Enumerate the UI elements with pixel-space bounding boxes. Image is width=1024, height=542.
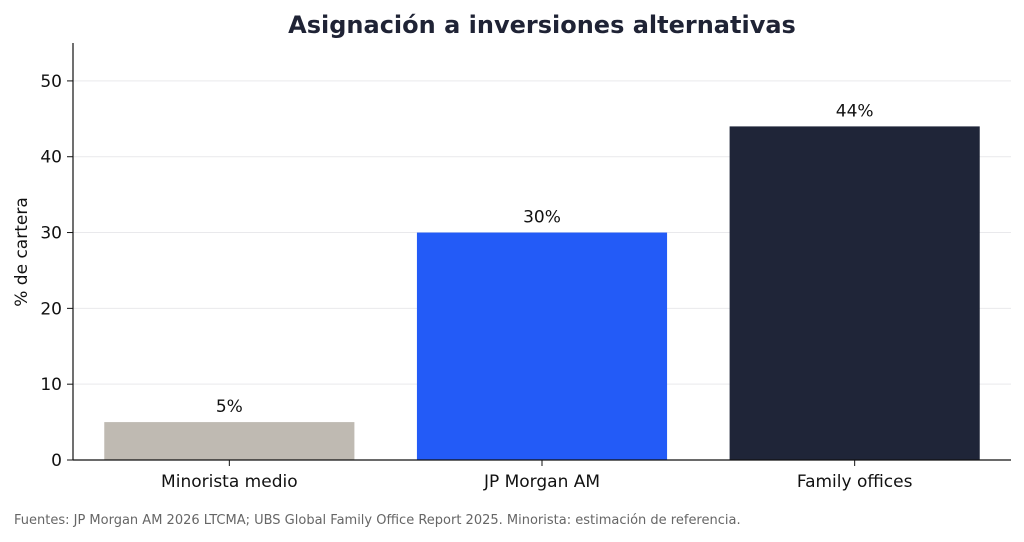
bar <box>416 232 668 460</box>
bar <box>104 422 355 460</box>
y-tick-label: 50 <box>40 72 62 92</box>
bar-value-label: 5% <box>216 397 243 417</box>
x-tick-label: Minorista medio <box>161 472 298 492</box>
bars: 5% 30% 44% <box>104 101 980 461</box>
y-tick-label: 20 <box>40 299 62 319</box>
bar-value-label: 44% <box>836 101 874 121</box>
chart: Asignación a inversiones alternativas 5%… <box>12 11 1011 492</box>
y-axis-label: % de cartera <box>12 197 32 307</box>
source-note: Fuentes: JP Morgan AM 2026 LTCMA; UBS Gl… <box>14 513 741 528</box>
bar-value-label: 30% <box>523 208 561 228</box>
x-axis-ticks: Minorista medio JP Morgan AM Family office… <box>161 460 913 492</box>
y-tick-label: 40 <box>40 148 62 168</box>
x-tick-label: JP Morgan AM <box>483 472 600 492</box>
y-tick-label: 10 <box>40 375 62 395</box>
y-tick-label: 0 <box>51 451 62 471</box>
chart-title: Asignación a inversiones alternativas <box>288 11 796 39</box>
y-tick-label: 30 <box>40 224 62 244</box>
bar <box>729 126 980 461</box>
y-axis-ticks: 0 10 20 30 40 50 <box>40 72 73 471</box>
x-tick-label: Family offices <box>797 472 913 492</box>
